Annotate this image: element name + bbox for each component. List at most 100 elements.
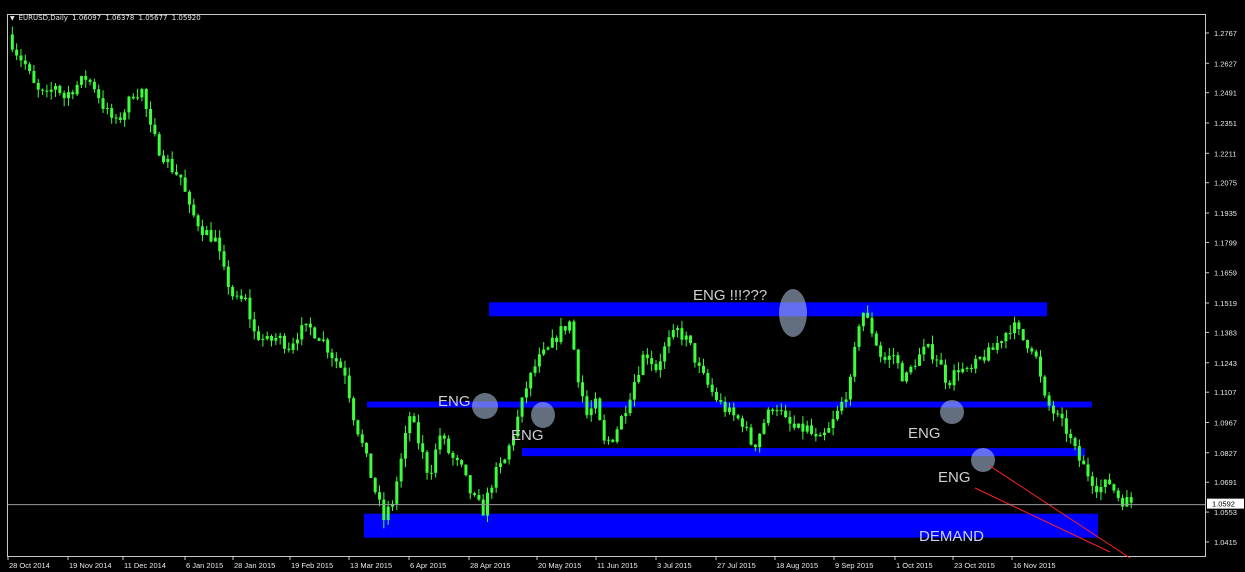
candle-body [464, 464, 468, 476]
candle-body [632, 381, 636, 400]
candle-body [455, 457, 459, 461]
candle-body [1047, 395, 1051, 406]
candle-body [71, 92, 75, 95]
trend-line-lower[interactable] [974, 487, 1111, 553]
y-tick-label: 1.2491 [1214, 89, 1237, 98]
candle-body [166, 159, 170, 163]
candle-body [313, 327, 317, 339]
y-tick-label: 1.2351 [1214, 119, 1237, 128]
plot-area[interactable] [7, 14, 1206, 557]
candle-body [213, 237, 217, 242]
candle-body [412, 416, 416, 423]
candle-body [606, 439, 610, 441]
candle-body [1125, 497, 1129, 507]
candle-body [952, 370, 956, 386]
candle-body [900, 363, 904, 382]
candle-body [788, 417, 792, 424]
ohlc-close: 1.05920 [171, 14, 201, 22]
candle-body [585, 396, 589, 416]
y-tick-label: 1.2767 [1214, 29, 1237, 38]
candle-body [1008, 333, 1012, 335]
candle-body [196, 215, 200, 227]
candle-body [54, 85, 58, 90]
candle-body [41, 89, 45, 91]
x-tick-label: 6 Apr 2015 [410, 561, 446, 570]
eng-circle-marker [940, 400, 964, 424]
candle-body [892, 355, 896, 357]
candle-body [244, 297, 248, 300]
candle-body [369, 453, 373, 478]
candle-body [883, 356, 887, 360]
candle-body [97, 89, 101, 99]
candle-body [969, 367, 973, 369]
candle-body [784, 410, 788, 418]
candle-body [822, 432, 826, 436]
candle-body [317, 338, 321, 341]
candle-body [870, 317, 874, 334]
x-tick-label: 19 Feb 2015 [291, 561, 333, 570]
x-tick-label: 20 May 2015 [538, 561, 581, 570]
eng-circle-marker [531, 402, 555, 428]
candle-body [326, 339, 330, 353]
y-tick-label: 1.1383 [1214, 328, 1237, 337]
x-tick-label: 18 Aug 2015 [776, 561, 818, 570]
candle-body [736, 415, 740, 419]
x-tick-label: 11 Dec 2014 [124, 561, 166, 570]
candle-body [378, 492, 382, 500]
candle-body [218, 237, 222, 252]
candle-body [619, 416, 623, 430]
candle-body [451, 452, 455, 458]
candle-body [395, 481, 399, 504]
candle-body [1116, 490, 1120, 498]
candle-body [373, 477, 377, 493]
y-tick-label: 1.1107 [1214, 388, 1236, 397]
candle-body [252, 319, 256, 332]
candle-body [913, 365, 917, 367]
candle-body [987, 347, 991, 361]
chart-header: ▼ EURUSD,Daily 1.06097 1.06378 1.05677 1.… [10, 12, 201, 24]
x-tick-label: 3 Jul 2015 [657, 561, 692, 570]
candle-body [542, 349, 546, 355]
candle-body [416, 422, 420, 444]
candle-body [170, 159, 174, 173]
y-tick-label: 1.1799 [1214, 238, 1237, 247]
candle-body [356, 420, 360, 435]
candle-body [261, 338, 265, 340]
trend-line-upper[interactable] [989, 465, 1131, 559]
candle-body [110, 108, 114, 118]
candle-body [330, 352, 334, 359]
candle-body [308, 323, 312, 328]
candle-body [226, 266, 230, 288]
candle-body [205, 230, 209, 236]
candle-body [105, 108, 109, 110]
triangle-down-icon[interactable]: ▼ [10, 15, 15, 22]
demand-zone-label: DEMAND [919, 528, 984, 545]
y-tick-label: 1.1935 [1214, 209, 1237, 218]
eng-annotation: ENG [938, 469, 971, 486]
candle-body [352, 398, 356, 421]
candle-body [861, 312, 865, 327]
candle-body [857, 326, 861, 347]
candle-body [896, 355, 900, 364]
candle-body [520, 397, 524, 417]
symbol-label: EURUSD,Daily [18, 14, 68, 22]
current-price-box [1207, 498, 1244, 509]
candle-body [572, 321, 576, 350]
candle-body [689, 335, 693, 344]
candle-body [641, 354, 645, 375]
candle-body [235, 295, 239, 297]
candle-body [831, 419, 835, 428]
candle-body [1000, 341, 1004, 343]
candle-body [144, 89, 148, 110]
x-tick-label: 16 Nov 2015 [1013, 561, 1056, 570]
candle-body [507, 445, 511, 460]
y-tick-label: 1.1659 [1214, 269, 1237, 278]
y-tick-label: 1.1519 [1214, 299, 1237, 308]
candle-body [1056, 413, 1060, 415]
candle-body [447, 438, 451, 453]
candle-body [637, 374, 641, 382]
candle-body [1038, 356, 1042, 377]
candle-body [222, 251, 226, 267]
